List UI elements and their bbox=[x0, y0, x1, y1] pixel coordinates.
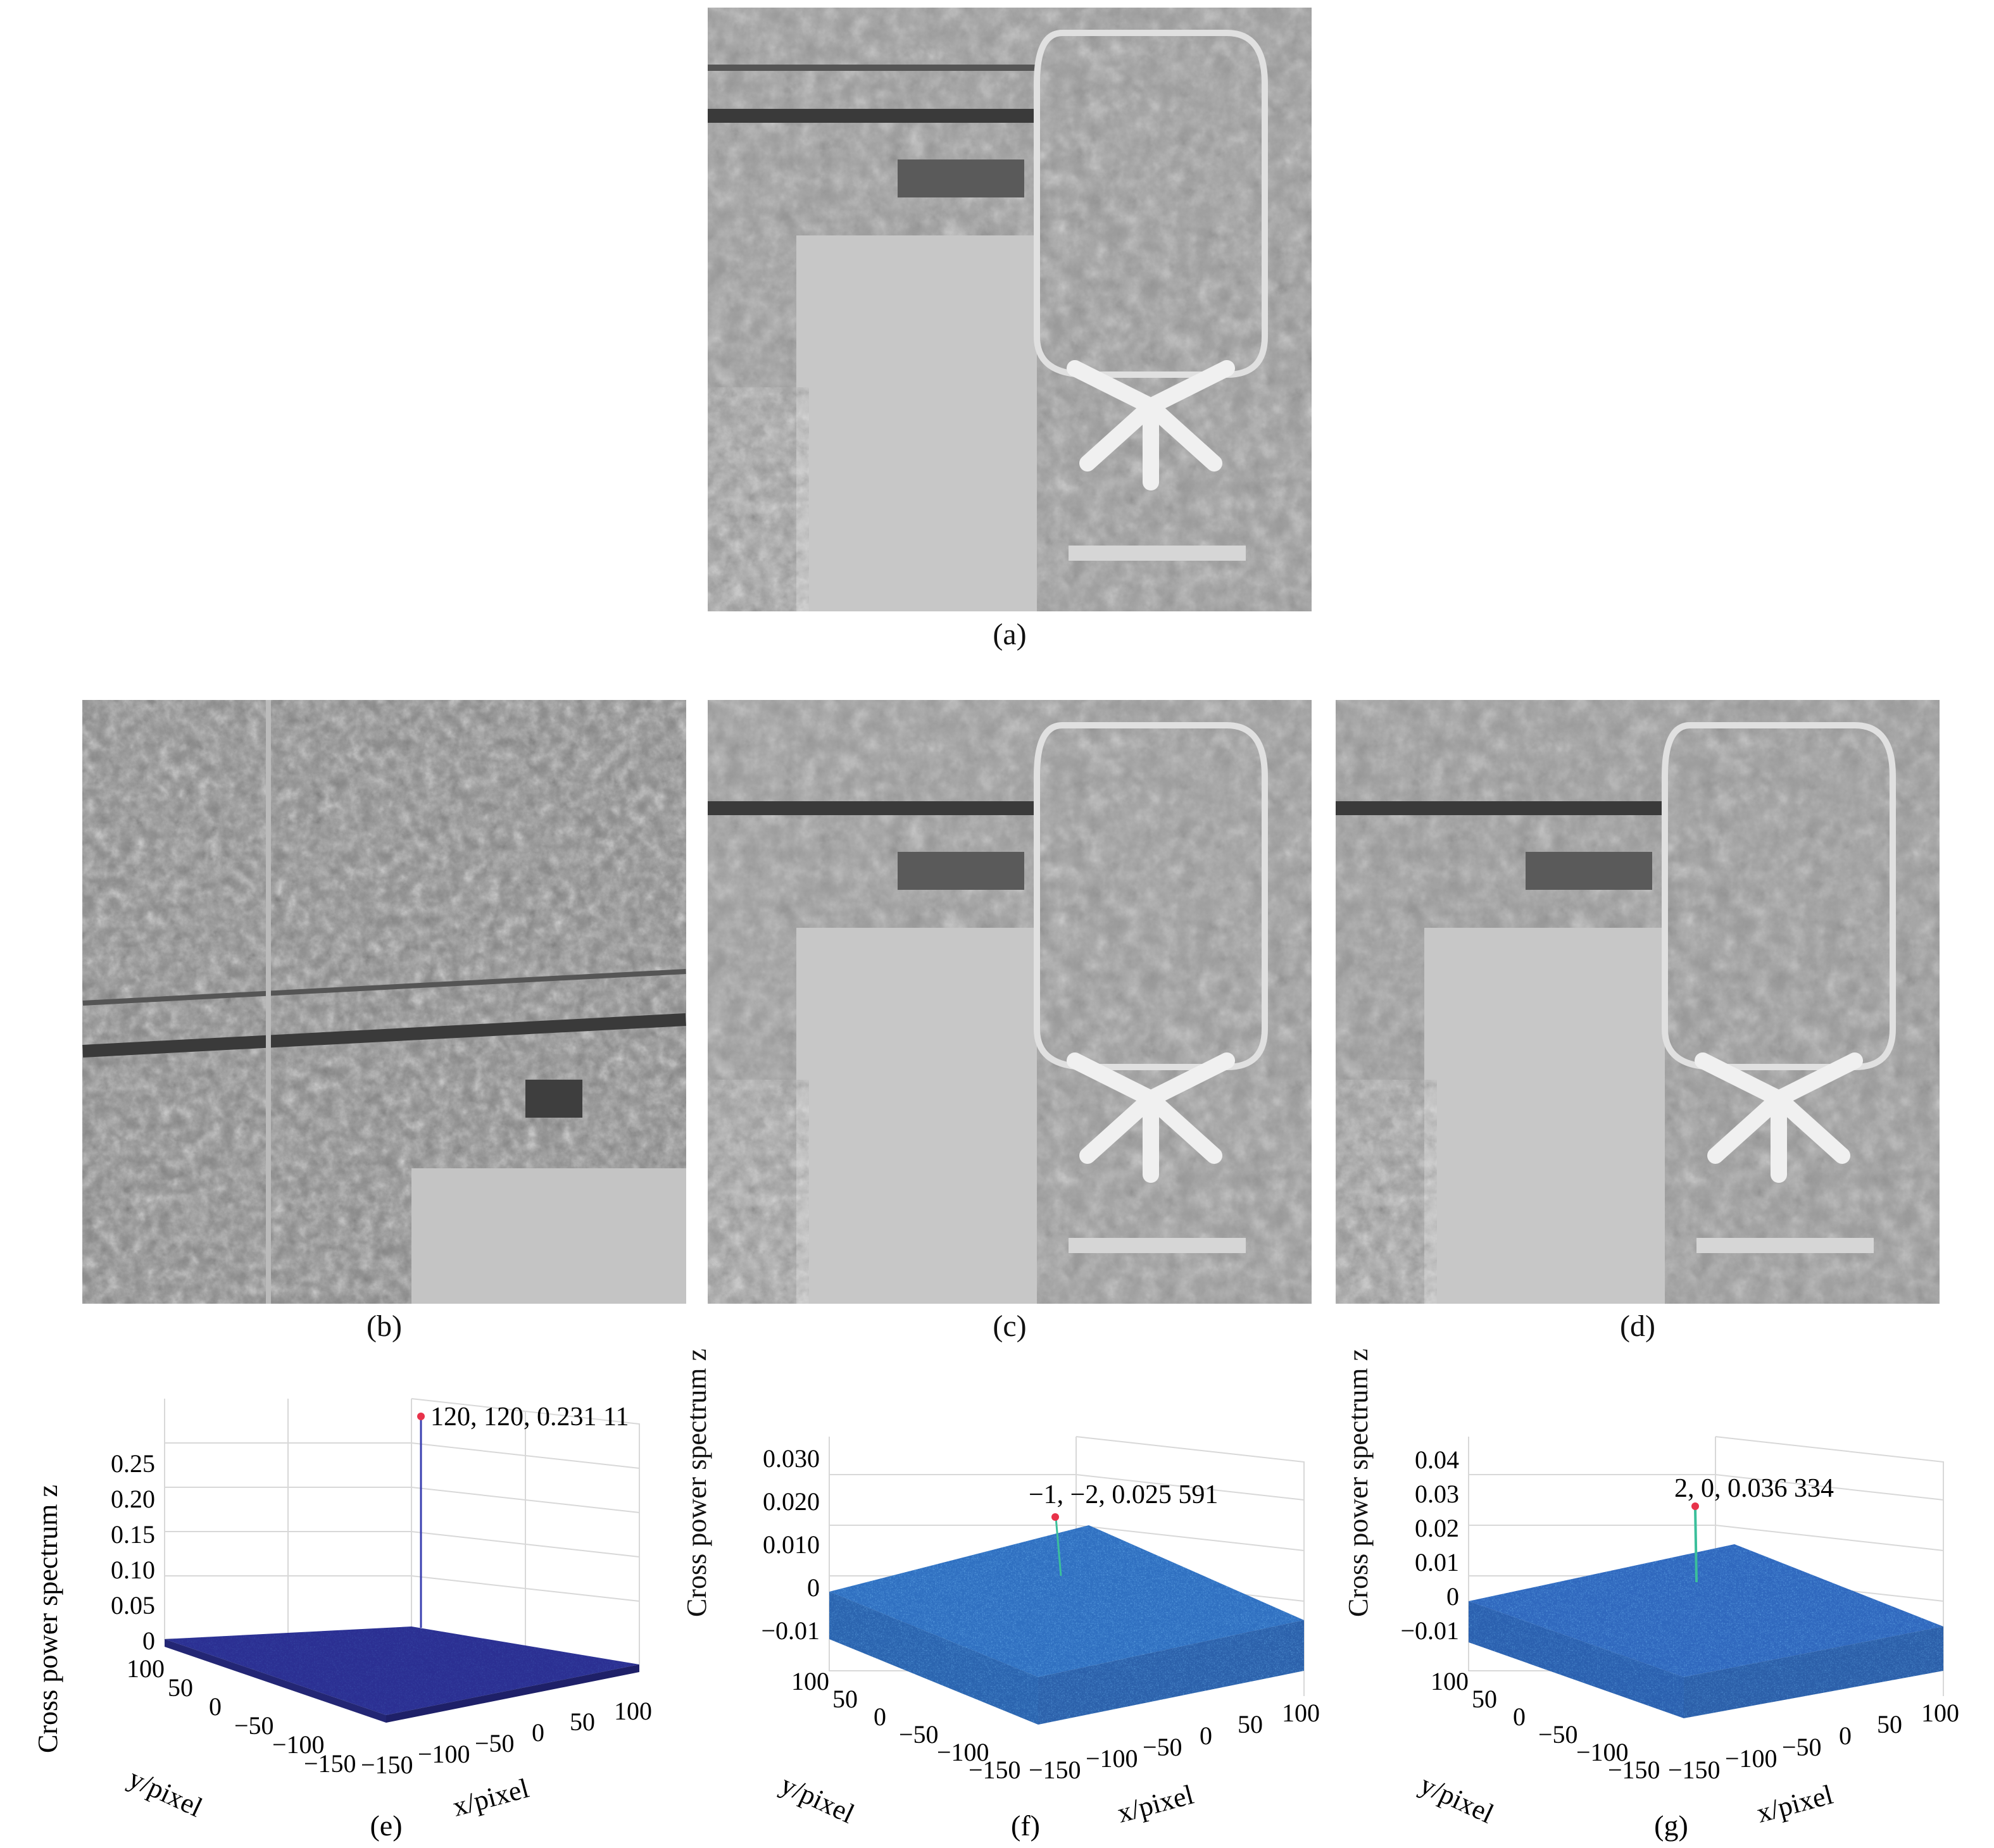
peak-spike bbox=[1694, 1507, 1698, 1583]
xtick: −100 bbox=[1725, 1744, 1778, 1773]
ztick: 0 bbox=[142, 1626, 155, 1655]
xtick: 100 bbox=[1282, 1699, 1320, 1727]
plot-f: −1, −2, 0.025 591 −0.01 0 0.010 0.020 0.… bbox=[684, 1373, 1336, 1842]
ztick: 0.03 bbox=[1415, 1480, 1459, 1508]
xtick: 0 bbox=[532, 1718, 544, 1747]
ytick: −150 bbox=[304, 1749, 356, 1778]
plot-g: 2, 0, 0.036 334 −0.01 0 0.01 0.02 0.03 0… bbox=[1329, 1373, 1988, 1842]
image-b bbox=[82, 700, 686, 1304]
ztick: 0.10 bbox=[111, 1556, 155, 1584]
ytick: −50 bbox=[1538, 1720, 1578, 1749]
xtick: −100 bbox=[1086, 1744, 1138, 1773]
caption-g: (g) bbox=[1654, 1809, 1688, 1842]
x-axis-label: x/pixel bbox=[1114, 1779, 1197, 1829]
ztick: 0 bbox=[807, 1573, 820, 1602]
caption-b: (b) bbox=[367, 1309, 402, 1343]
ytick: 0 bbox=[209, 1692, 222, 1721]
xtick: 0 bbox=[1839, 1721, 1852, 1750]
image-c bbox=[708, 700, 1312, 1304]
caption-e: (e) bbox=[370, 1809, 402, 1842]
ytick: −50 bbox=[899, 1720, 939, 1749]
x-axis-label: x/pixel bbox=[449, 1773, 532, 1823]
peak-spike bbox=[1055, 1517, 1062, 1576]
peak-label: 2, 0, 0.036 334 bbox=[1674, 1474, 1834, 1503]
ytick: 100 bbox=[1431, 1667, 1469, 1695]
y-axis-label: y/pixel bbox=[1415, 1769, 1498, 1830]
ytick: 50 bbox=[1472, 1685, 1497, 1713]
ztick: 0.010 bbox=[763, 1530, 820, 1559]
xtick: 100 bbox=[614, 1697, 652, 1725]
xtick: −150 bbox=[1668, 1756, 1721, 1784]
ztick: 0.02 bbox=[1415, 1514, 1459, 1542]
ytick: −100 bbox=[272, 1730, 325, 1759]
ztick: 0.020 bbox=[763, 1487, 820, 1516]
caption-f: (f) bbox=[1011, 1809, 1040, 1842]
image-d bbox=[1336, 700, 1940, 1304]
caption-d: (d) bbox=[1620, 1309, 1655, 1343]
xtick: −50 bbox=[475, 1729, 515, 1757]
ztick: 0.04 bbox=[1415, 1445, 1459, 1474]
z-axis-label: Cross power spectrum z bbox=[32, 1485, 63, 1753]
y-axis-label: y/pixel bbox=[124, 1763, 207, 1823]
ztick: 0.05 bbox=[111, 1591, 155, 1620]
image-a bbox=[708, 8, 1312, 611]
ztick: 0.030 bbox=[763, 1444, 820, 1473]
xtick: 50 bbox=[570, 1708, 595, 1736]
y-axis-label: y/pixel bbox=[776, 1769, 859, 1830]
xtick: 0 bbox=[1200, 1721, 1212, 1750]
ztick: 0.25 bbox=[111, 1449, 155, 1478]
xtick: 50 bbox=[1238, 1710, 1263, 1739]
xtick: 100 bbox=[1921, 1699, 1959, 1727]
xtick: −50 bbox=[1782, 1733, 1822, 1761]
ytick: 100 bbox=[127, 1654, 165, 1683]
peak-marker bbox=[1691, 1502, 1699, 1510]
peak-label: −1, −2, 0.025 591 bbox=[1029, 1480, 1218, 1509]
xtick: −150 bbox=[361, 1751, 413, 1779]
ytick: −50 bbox=[234, 1711, 274, 1740]
ztick: 0.01 bbox=[1415, 1548, 1459, 1576]
xtick: 50 bbox=[1877, 1710, 1902, 1739]
peak-label: 120, 120, 0.231 11 bbox=[430, 1402, 629, 1432]
ytick: 100 bbox=[791, 1667, 829, 1695]
caption-c: (c) bbox=[993, 1309, 1027, 1343]
ytick: −150 bbox=[969, 1756, 1021, 1784]
ztick: −0.01 bbox=[1400, 1616, 1459, 1645]
ytick: −150 bbox=[1608, 1756, 1660, 1784]
ztick: 0.15 bbox=[111, 1520, 155, 1549]
plot-e: 120, 120, 0.231 11 0 0.05 0.10 0.15 0.20… bbox=[32, 1373, 690, 1842]
x-axis-label: x/pixel bbox=[1753, 1779, 1836, 1829]
caption-a: (a) bbox=[993, 618, 1027, 651]
ztick: 0.20 bbox=[111, 1485, 155, 1513]
ytick: 0 bbox=[874, 1702, 886, 1731]
ytick: 50 bbox=[832, 1685, 858, 1713]
z-axis-label-f: Cross power spectrum z bbox=[681, 1348, 712, 1617]
xtick: −50 bbox=[1143, 1733, 1182, 1761]
ytick: −100 bbox=[937, 1738, 989, 1766]
z-axis-label-g: Cross power spectrum z bbox=[1343, 1348, 1374, 1617]
ytick: 0 bbox=[1513, 1702, 1526, 1731]
xtick: −100 bbox=[418, 1740, 470, 1768]
ztick: 0 bbox=[1446, 1582, 1459, 1611]
xtick: −150 bbox=[1029, 1756, 1081, 1784]
ztick: −0.01 bbox=[761, 1616, 820, 1645]
peak-marker bbox=[1051, 1513, 1059, 1521]
peak-marker bbox=[417, 1413, 425, 1420]
ytick: 50 bbox=[168, 1673, 193, 1702]
ytick: −100 bbox=[1576, 1738, 1629, 1766]
